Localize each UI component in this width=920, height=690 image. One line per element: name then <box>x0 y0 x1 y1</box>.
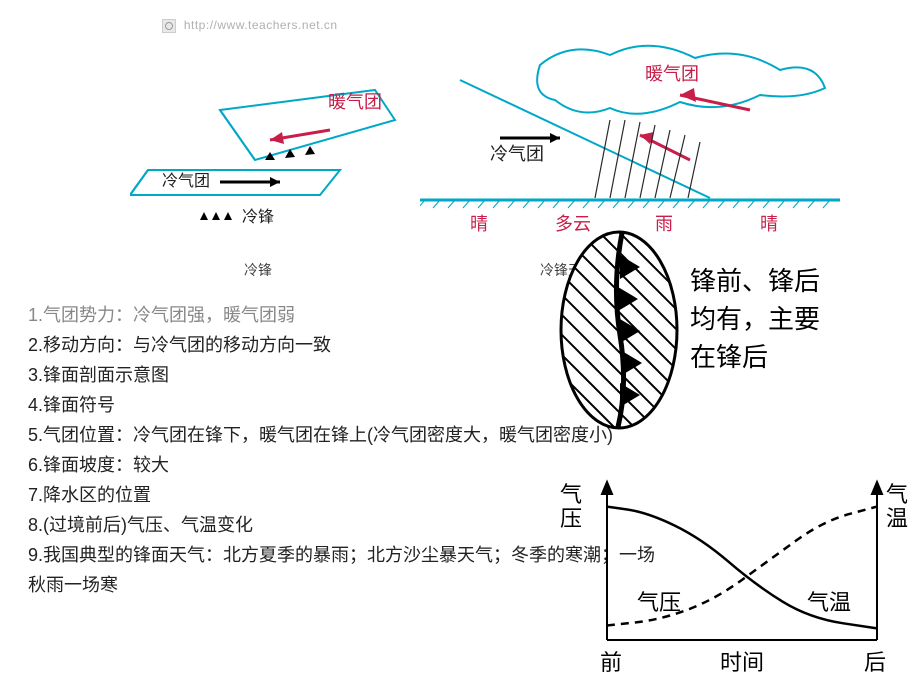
xlabel-center: 时间 <box>720 650 764 675</box>
oval-side-text: 锋前、锋后 均有，主要 在锋后 <box>690 262 910 376</box>
front-triangles <box>265 146 315 160</box>
ylabel-left2: 压 <box>560 506 582 531</box>
svg-text:晴: 晴 <box>470 214 488 234</box>
xlabel-left: 前 <box>600 650 622 675</box>
front-slope <box>460 80 710 198</box>
front-symbol-oval <box>552 225 687 440</box>
warm-label-2: 暖气团 <box>645 64 699 84</box>
side-text-line: 在锋后 <box>690 338 910 376</box>
xlabel-right: 后 <box>864 650 886 675</box>
watermark: http://www.teachers.net.cn <box>162 18 338 33</box>
svg-text:晴: 晴 <box>760 214 778 234</box>
diagram-cold-front-section: 冷气团 暖气团 冷锋 <box>130 60 410 245</box>
curve-label-temperature: 气温 <box>807 590 851 615</box>
cold-label: 冷气团 <box>162 172 210 190</box>
svg-text:冷锋: 冷锋 <box>242 208 274 226</box>
diagram-row: 冷气团 暖气团 冷锋 <box>130 40 850 240</box>
pressure-temperature-chart: 气 压 气 温 气压 气温 前 时间 后 <box>552 470 912 690</box>
watermark-icon <box>162 19 176 33</box>
curve-label-pressure: 气压 <box>637 590 681 615</box>
cold-label-2: 冷气团 <box>490 144 544 164</box>
ylabel-left: 气 <box>560 482 582 507</box>
watermark-url: http://www.teachers.net.cn <box>184 18 338 32</box>
ground <box>420 200 840 208</box>
side-text-line: 均有，主要 <box>690 300 910 338</box>
warm-label: 暖气团 <box>328 92 382 112</box>
cold-front-legend: 冷锋 <box>200 208 274 226</box>
ylabel-right2: 温 <box>886 506 908 531</box>
ylabel-right: 气 <box>886 482 908 507</box>
chart-axes <box>602 482 882 640</box>
caption-left: 冷锋 <box>244 260 272 280</box>
side-text-line: 锋前、锋后 <box>690 262 910 300</box>
